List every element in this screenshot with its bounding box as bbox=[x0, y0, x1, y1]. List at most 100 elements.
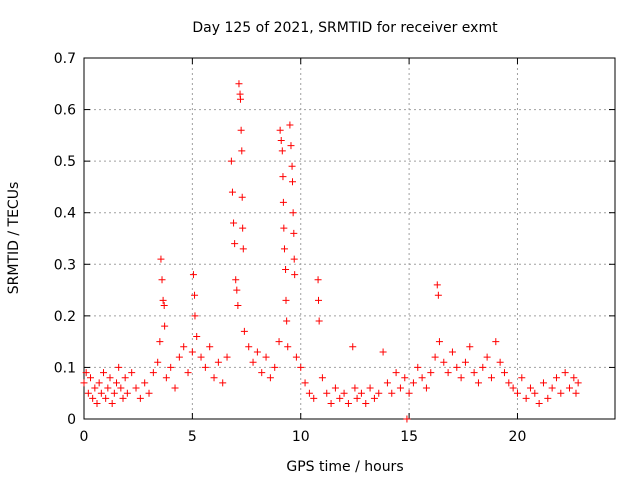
data-point bbox=[197, 353, 205, 361]
grid-lines bbox=[84, 58, 615, 419]
data-point bbox=[87, 374, 95, 382]
data-point bbox=[141, 379, 149, 387]
data-point bbox=[513, 389, 521, 397]
plot-frame bbox=[83, 57, 616, 420]
data-point bbox=[280, 245, 288, 253]
data-point bbox=[323, 389, 331, 397]
x-axis-label: GPS time / hours bbox=[286, 459, 403, 475]
x-tick-label: 15 bbox=[400, 429, 418, 445]
data-point bbox=[232, 276, 240, 284]
data-point bbox=[117, 384, 125, 392]
data-point bbox=[145, 389, 153, 397]
data-point bbox=[189, 271, 197, 279]
data-point bbox=[288, 162, 296, 170]
data-point bbox=[561, 369, 569, 377]
data-point bbox=[93, 400, 101, 408]
data-point bbox=[314, 276, 322, 284]
data-point bbox=[351, 384, 359, 392]
data-point bbox=[286, 121, 294, 129]
data-point bbox=[327, 400, 335, 408]
data-point bbox=[136, 394, 144, 402]
data-point bbox=[234, 302, 242, 310]
data-point bbox=[526, 384, 534, 392]
y-axis-label: SRMTID / TECUs bbox=[6, 182, 22, 295]
y-tick-label: 0.7 bbox=[54, 51, 76, 67]
data-point bbox=[388, 389, 396, 397]
data-point bbox=[370, 394, 378, 402]
data-point bbox=[149, 369, 157, 377]
data-point bbox=[84, 389, 92, 397]
y-tick-label: 0.6 bbox=[54, 103, 76, 119]
data-point bbox=[288, 178, 296, 186]
y-tick-label: 0.1 bbox=[54, 360, 76, 376]
data-point bbox=[336, 394, 344, 402]
data-point bbox=[435, 338, 443, 346]
y-tick-label: 0.2 bbox=[54, 309, 76, 325]
data-point bbox=[431, 353, 439, 361]
data-point bbox=[383, 379, 391, 387]
data-point bbox=[375, 389, 383, 397]
data-point bbox=[479, 363, 487, 371]
data-point bbox=[305, 389, 313, 397]
data-point bbox=[282, 296, 290, 304]
data-point bbox=[291, 271, 299, 279]
data-point bbox=[572, 389, 580, 397]
data-point bbox=[535, 400, 543, 408]
data-point bbox=[277, 137, 285, 145]
data-point bbox=[154, 358, 162, 366]
y-tick-label: 0.4 bbox=[54, 206, 76, 222]
data-point bbox=[496, 358, 504, 366]
data-point bbox=[522, 394, 530, 402]
data-point bbox=[80, 379, 88, 387]
data-point bbox=[201, 363, 209, 371]
data-points bbox=[80, 80, 582, 423]
data-point bbox=[230, 219, 238, 227]
data-point bbox=[159, 296, 167, 304]
data-point bbox=[206, 343, 214, 351]
data-point bbox=[161, 322, 169, 330]
data-point bbox=[227, 157, 235, 165]
data-point bbox=[113, 379, 121, 387]
data-point bbox=[237, 126, 245, 134]
data-point bbox=[310, 394, 318, 402]
data-point bbox=[396, 384, 404, 392]
x-tick-label: 5 bbox=[188, 429, 197, 445]
data-point bbox=[509, 384, 517, 392]
data-point bbox=[275, 338, 283, 346]
y-tick-label: 0.3 bbox=[54, 257, 76, 273]
data-point bbox=[379, 348, 387, 356]
data-point bbox=[318, 374, 326, 382]
data-point bbox=[279, 198, 287, 206]
data-point bbox=[392, 369, 400, 377]
data-point bbox=[434, 291, 442, 299]
data-point bbox=[162, 374, 170, 382]
data-point bbox=[349, 343, 357, 351]
data-point bbox=[422, 384, 430, 392]
data-point bbox=[466, 343, 474, 351]
data-point bbox=[531, 389, 539, 397]
data-point bbox=[548, 384, 556, 392]
data-point bbox=[157, 255, 165, 263]
data-point bbox=[191, 291, 199, 299]
data-point bbox=[108, 400, 116, 408]
data-point bbox=[193, 332, 201, 340]
data-point bbox=[474, 379, 482, 387]
data-point bbox=[191, 312, 199, 320]
data-point bbox=[287, 142, 295, 150]
data-point bbox=[271, 363, 279, 371]
data-point bbox=[461, 358, 469, 366]
x-tick-label: 10 bbox=[292, 429, 310, 445]
data-point bbox=[282, 265, 290, 273]
data-point bbox=[403, 415, 411, 423]
data-point bbox=[280, 224, 288, 232]
data-point bbox=[110, 389, 118, 397]
data-point bbox=[214, 358, 222, 366]
data-point bbox=[405, 389, 413, 397]
data-point bbox=[266, 374, 274, 382]
data-point bbox=[574, 379, 582, 387]
data-point bbox=[284, 343, 292, 351]
data-point bbox=[262, 353, 270, 361]
data-point bbox=[115, 363, 123, 371]
data-point bbox=[238, 147, 246, 155]
